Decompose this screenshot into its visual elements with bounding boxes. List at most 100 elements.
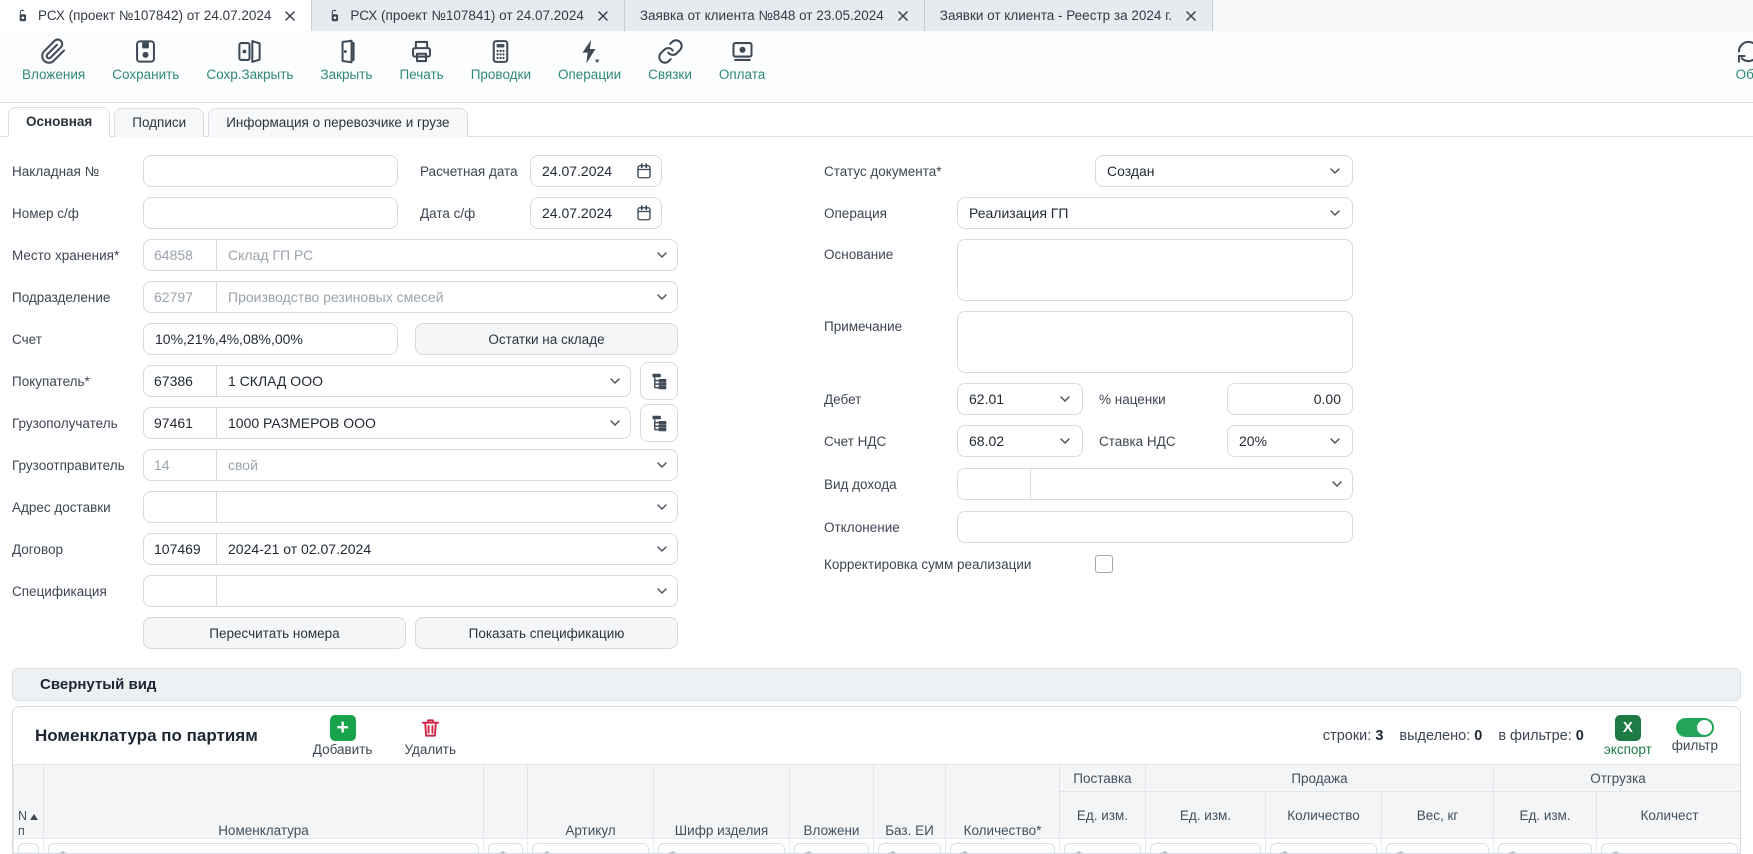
- data-sf-input[interactable]: 24.07.2024: [530, 197, 662, 229]
- nacenka-input[interactable]: 0.00: [1227, 383, 1353, 415]
- links-button[interactable]: Связки: [648, 38, 692, 82]
- window-tab-2[interactable]: РСХ (проект №107841) от 24.07.2024: [312, 0, 624, 31]
- chevron-down-icon[interactable]: [1322, 469, 1352, 499]
- close-icon[interactable]: [897, 10, 909, 22]
- chevron-down-icon[interactable]: [647, 450, 677, 480]
- chevron-down-icon[interactable]: [647, 492, 677, 522]
- close-icon[interactable]: [1185, 10, 1197, 22]
- column-header-vlozheniya[interactable]: Вложени: [790, 765, 874, 839]
- payment-button[interactable]: Оплата: [719, 38, 765, 82]
- selected-value: 20%: [1239, 433, 1267, 449]
- chevron-down-icon[interactable]: [600, 408, 630, 438]
- toggle-on-icon[interactable]: [1676, 718, 1714, 737]
- export-excel-button[interactable]: X экспорт: [1604, 715, 1652, 757]
- otklonenie-input[interactable]: [957, 511, 1353, 543]
- chevron-down-icon[interactable]: [647, 534, 677, 564]
- calendar-icon[interactable]: [635, 204, 653, 222]
- osnovanie-textarea[interactable]: [957, 239, 1353, 301]
- column-header-prodazha-kol[interactable]: Количество: [1266, 792, 1382, 839]
- dogovor-field[interactable]: 107469 2024-21 от 02.07.2024: [143, 533, 678, 565]
- schet-input[interactable]: 10%,21%,4%,08%,00%: [143, 323, 398, 355]
- chevron-down-icon[interactable]: [600, 366, 630, 396]
- pokupatel-field[interactable]: 67386 1 СКЛАД ООО: [143, 365, 631, 397]
- save-close-button[interactable]: Сохр.Закрыть: [206, 38, 293, 82]
- adres-dostavki-field[interactable]: [143, 491, 678, 523]
- nomer-sf-input[interactable]: [143, 197, 398, 229]
- schet-nds-select[interactable]: 68.02: [957, 425, 1083, 457]
- column-header-artikul[interactable]: Артикул: [528, 765, 654, 839]
- operations-button[interactable]: Операции: [558, 38, 621, 82]
- filter-input[interactable]: [658, 843, 785, 854]
- gruzopoluchatel-field[interactable]: 97461 1000 РАЗМЕРОВ ООО: [143, 407, 631, 439]
- column-header-shifr[interactable]: Шифр изделия: [654, 765, 790, 839]
- filter-input[interactable]: [1150, 843, 1261, 854]
- save-button[interactable]: Сохранить: [112, 38, 179, 82]
- column-header-otgruzka-ed[interactable]: Ед. изм.: [1494, 792, 1597, 839]
- stavka-nds-select[interactable]: 20%: [1227, 425, 1353, 457]
- gruzopoluchatel-tree-button[interactable]: [640, 404, 678, 442]
- postings-button[interactable]: Проводки: [471, 38, 531, 82]
- filter-input[interactable]: [1064, 843, 1141, 854]
- column-header-baz-ei[interactable]: Баз. ЕИ: [874, 765, 946, 839]
- close-icon[interactable]: [284, 10, 296, 22]
- column-header-ves[interactable]: Вес, кг: [1382, 792, 1494, 839]
- filter-input[interactable]: [48, 843, 479, 854]
- column-header-otgruzka-kol[interactable]: Количест: [1597, 792, 1741, 839]
- debet-select[interactable]: 62.01: [957, 383, 1083, 415]
- window-tab-1[interactable]: РСХ (проект №107842) от 24.07.2024: [0, 0, 312, 31]
- pokupatel-tree-button[interactable]: [640, 362, 678, 400]
- mesto-khraneniya-field[interactable]: 64858 Склад ГП РС: [143, 239, 678, 271]
- close-button[interactable]: Закрыть: [320, 38, 372, 82]
- filter-input[interactable]: [878, 843, 941, 854]
- filter-input[interactable]: [950, 843, 1055, 854]
- window-tab-3[interactable]: Заявка от клиента №848 от 23.05.2024: [625, 0, 925, 31]
- column-header-npp[interactable]: N п: [14, 765, 44, 839]
- raschetnaya-data-input[interactable]: 24.07.2024: [530, 155, 662, 187]
- filter-input[interactable]: [488, 843, 523, 854]
- collapsed-view-bar[interactable]: Свернутый вид: [12, 668, 1741, 701]
- add-row-button[interactable]: + Добавить: [313, 715, 373, 757]
- filter-input[interactable]: [1601, 843, 1738, 854]
- filter-input[interactable]: [532, 843, 649, 854]
- primechanie-textarea[interactable]: [957, 311, 1353, 373]
- tab-podpisi[interactable]: Подписи: [114, 108, 204, 137]
- print-button[interactable]: Печать: [399, 38, 443, 82]
- column-header-nomenklatura[interactable]: Номенклатура: [44, 765, 484, 839]
- korrektirovka-checkbox[interactable]: [1095, 555, 1113, 573]
- recalc-numbers-button[interactable]: Пересчитать номера: [143, 617, 406, 649]
- filter-input[interactable]: [1270, 843, 1377, 854]
- column-header-blank[interactable]: [484, 765, 528, 839]
- chevron-down-icon[interactable]: [647, 240, 677, 270]
- gruzootpravitel-field[interactable]: 14 свой: [143, 449, 678, 481]
- attachments-button[interactable]: Вложения: [22, 38, 85, 82]
- nakladnaya-input[interactable]: [143, 155, 398, 187]
- filter-toggle-button[interactable]: фильтр: [1672, 718, 1718, 753]
- close-icon[interactable]: [597, 10, 609, 22]
- filter-input[interactable]: [18, 843, 39, 854]
- show-spec-button[interactable]: Показать спецификацию: [415, 617, 678, 649]
- calendar-icon[interactable]: [635, 162, 653, 180]
- field-label: Спецификация: [12, 584, 143, 599]
- column-header-kolichestvo[interactable]: Количество*: [946, 765, 1060, 839]
- chevron-down-icon[interactable]: [647, 282, 677, 312]
- status-select[interactable]: Создан: [1095, 155, 1353, 187]
- chevron-down-icon[interactable]: [647, 576, 677, 606]
- refresh-button-clipped[interactable]: Обн: [1735, 38, 1753, 82]
- tab-osnovnaya[interactable]: Основная: [8, 107, 110, 137]
- filter-input[interactable]: [794, 843, 869, 854]
- window-tab-4[interactable]: Заявки от клиента - Реестр за 2024 г.: [925, 0, 1213, 31]
- operaciya-select[interactable]: Реализация ГП: [957, 197, 1353, 229]
- lightning-icon: [576, 38, 603, 65]
- tab-perevozchik-gruz[interactable]: Информация о перевозчике и грузе: [208, 108, 467, 137]
- specifikaciya-field[interactable]: [143, 575, 678, 607]
- stock-remains-button[interactable]: Остатки на складе: [415, 323, 678, 355]
- podrazdelenie-field[interactable]: 62797 Производство резиновых смесей: [143, 281, 678, 313]
- delete-row-button[interactable]: Удалить: [404, 715, 456, 757]
- name-value: 1 СКЛАД ООО: [217, 366, 600, 396]
- filter-input[interactable]: [1498, 843, 1592, 854]
- column-header-postavka-ed[interactable]: Ед. изм.: [1060, 792, 1146, 839]
- filter-input[interactable]: [1386, 843, 1489, 854]
- column-header-prodazha-ed[interactable]: Ед. изм.: [1146, 792, 1266, 839]
- selected-value: Реализация ГП: [969, 205, 1068, 221]
- vid-dokhoda-field[interactable]: [957, 468, 1353, 500]
